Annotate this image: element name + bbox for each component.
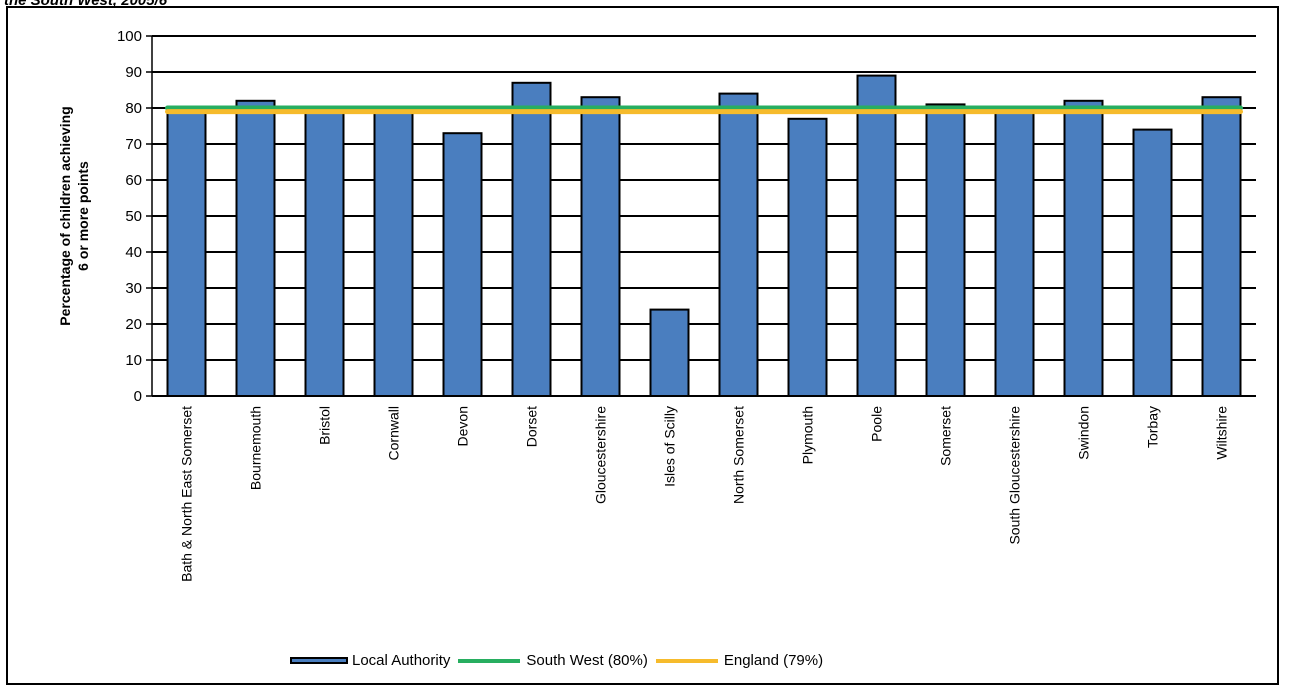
x-tick-label: Poole [869, 406, 885, 442]
x-tick-label: Somerset [938, 406, 954, 466]
y-tick-label: 80 [125, 100, 142, 117]
x-tick-label: Cornwall [386, 406, 402, 460]
bar [718, 92, 759, 397]
x-tick-label: Isles of Scilly [662, 406, 678, 487]
x-tick-label: Torbay [1145, 406, 1161, 448]
x-tick-label: Wiltshire [1214, 406, 1230, 460]
legend-item-south-west: South West (80%) [458, 652, 648, 669]
legend-swatch-south-west [458, 658, 521, 663]
y-tick-label: 10 [125, 352, 142, 369]
legend-item-local-authority: Local Authority [290, 652, 450, 669]
bar [856, 74, 897, 397]
legend-item-england: England (79%) [655, 652, 824, 669]
x-tick-label: Bath & North East Somerset [179, 406, 195, 582]
y-tick-label: 100 [117, 28, 142, 45]
legend-swatch-england [655, 658, 718, 663]
bar [925, 103, 966, 398]
y-tick-label: 20 [125, 316, 142, 333]
x-tick-label: North Somerset [731, 406, 747, 504]
x-tick-label: Plymouth [800, 406, 816, 464]
y-tick-label: 50 [125, 208, 142, 225]
x-tick-label: South Gloucestershire [1007, 406, 1023, 545]
legend-swatch-local-authority [290, 657, 348, 664]
bar [787, 117, 828, 398]
bar [649, 308, 690, 398]
legend-label-south-west: South West (80%) [526, 652, 648, 669]
x-tick-label: Swindon [1076, 406, 1092, 460]
bar [166, 107, 207, 397]
bar [1132, 128, 1173, 397]
bar [994, 107, 1035, 397]
bar [442, 132, 483, 397]
bar [580, 96, 621, 397]
y-tick-label: 60 [125, 172, 142, 189]
bar [235, 99, 276, 398]
legend-label-england: England (79%) [723, 652, 824, 669]
x-tick-label: Bristol [317, 406, 333, 445]
y-tick-label: 0 [134, 388, 142, 405]
bar [511, 81, 552, 398]
y-axis-label-line-2: 6 or more points [75, 161, 91, 271]
bar [1201, 96, 1242, 397]
x-tick-label: Devon [455, 406, 471, 446]
x-tick-label: Gloucestershire [593, 406, 609, 504]
y-tick-label: 40 [125, 244, 142, 261]
y-tick-label: 70 [125, 136, 142, 153]
y-tick-label: 30 [125, 280, 142, 297]
bar [1063, 99, 1104, 398]
x-tick-label: Bournemouth [248, 406, 264, 490]
legend-label-local-authority: Local Authority [352, 652, 451, 669]
y-tick-label: 90 [125, 64, 142, 81]
chart-legend: Local Authority South West (80%) England… [290, 652, 831, 669]
bar [304, 110, 345, 397]
chart-caption: the South West, 2005/6 [4, 0, 168, 9]
bar [373, 110, 414, 397]
x-tick-label: Dorset [524, 406, 540, 447]
y-axis-label-line-1: Percentage of children achieving [57, 106, 73, 325]
